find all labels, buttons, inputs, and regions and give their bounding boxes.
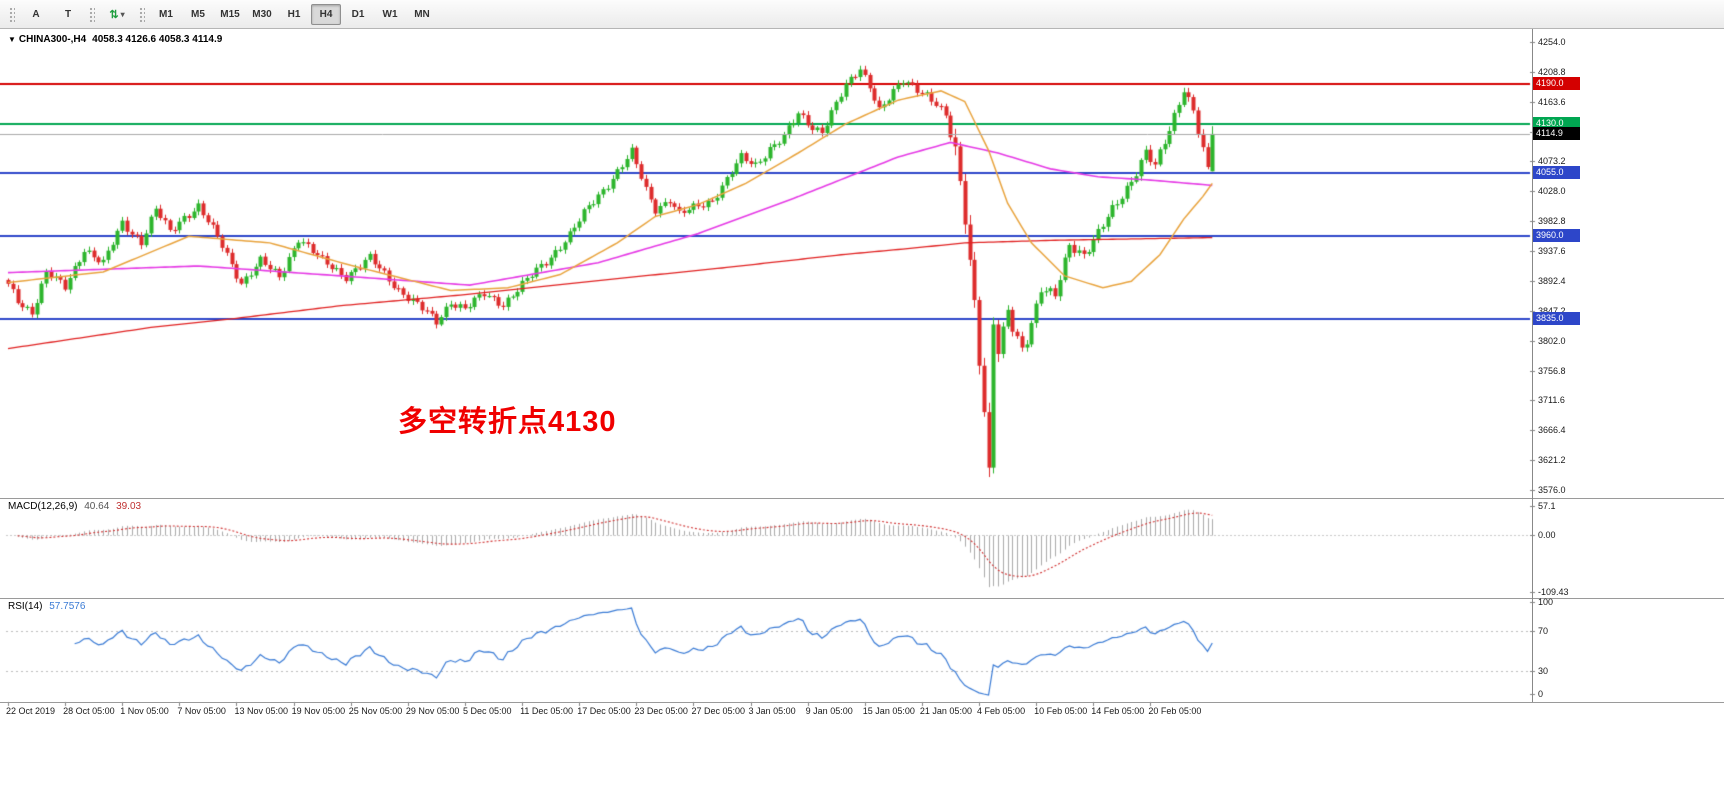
timeframe-button-h4[interactable]: H4	[311, 3, 341, 25]
price-tick-label: 3847.2	[1538, 305, 1566, 316]
time-axis-border	[0, 702, 1724, 703]
time-axis-label: 23 Dec 05:00	[634, 706, 688, 716]
price-tick-label: 3666.4	[1538, 425, 1566, 436]
timeframe-toolbar: M1 M5 M15 M30 H1 H4 D1 W1 MN	[150, 3, 438, 25]
price-tick-label: 3711.6	[1538, 395, 1565, 406]
rsi-axis-label: 30	[1538, 665, 1549, 676]
price-tick-label: 3892.4	[1538, 275, 1566, 286]
timeframe-button-h1[interactable]: H1	[287, 8, 301, 20]
price-tick-label: 3802.0	[1538, 335, 1566, 346]
time-axis-label: 27 Dec 05:00	[691, 706, 745, 716]
toolbar-grip[interactable]	[9, 6, 15, 22]
rsi-label: RSI(14)	[8, 601, 43, 612]
price-level-tag-3835.0[interactable]: 3835.0	[1533, 311, 1580, 325]
up-down-arrows-icon: ⇅	[109, 8, 119, 21]
chevron-down-icon: ▾	[120, 9, 125, 19]
time-axis-label: 25 Nov 05:00	[348, 706, 403, 716]
cycle-timeframe-button[interactable]: ⇅ ▾	[101, 4, 133, 25]
rsi-header: RSI(14) 57.7576	[8, 601, 89, 612]
price-tick-label: 4163.6	[1538, 96, 1566, 107]
price-level-tag-4055.0[interactable]: 4055.0	[1533, 166, 1580, 180]
symbol-info: ▼ CHINA300-,H4 4058.3 4126.6 4058.3 4114.9	[8, 34, 222, 45]
time-axis-label: 10 Feb 05:00	[1034, 706, 1088, 716]
timeframe-button-m5[interactable]: M5	[191, 8, 205, 20]
timeframe-button-m15[interactable]: M15	[220, 8, 240, 20]
symbol-ohlc-values: 4058.3 4126.6 4058.3 4114.9	[92, 34, 223, 45]
macd-label: MACD(12,26,9)	[8, 501, 78, 512]
toolbar-grip[interactable]	[139, 6, 145, 22]
time-axis-label: 28 Oct 05:00	[63, 706, 115, 716]
price-tick-label: 4208.8	[1538, 66, 1566, 77]
time-axis-label: 11 Dec 05:00	[520, 706, 573, 716]
timeframe-button-w1[interactable]: W1	[382, 8, 398, 20]
macd-axis-label: -109.43	[1538, 587, 1569, 597]
symbol-name: CHINA300-,H4	[18, 34, 87, 45]
time-axis-label: 9 Jan 05:00	[805, 706, 853, 716]
time-axis-label: 22 Oct 2019	[6, 706, 56, 716]
timeframe-button-d1[interactable]: D1	[351, 8, 365, 20]
rsi-axis-label: 0	[1538, 689, 1544, 699]
macd-axis-label: 57.1	[1538, 501, 1556, 511]
time-axis-label: 20 Feb 05:00	[1148, 706, 1202, 716]
time-axis-label: 13 Nov 05:00	[234, 706, 289, 716]
timeframe-button-mn[interactable]: MN	[414, 8, 430, 20]
macd-header: MACD(12,26,9) 40.64 39.03	[8, 501, 145, 512]
time-axis-label: 1 Nov 05:00	[120, 706, 169, 716]
price-tick-label: 3621.2	[1538, 455, 1566, 466]
time-axis-label: 14 Feb 05:00	[1091, 706, 1145, 716]
time-axis-label: 17 Dec 05:00	[577, 706, 631, 716]
panel-separator[interactable]	[0, 598, 1724, 599]
price-level-tag-4130.0[interactable]: 4130.0	[1533, 116, 1580, 130]
tool-button-t[interactable]: T	[64, 8, 72, 20]
price-tick-label: 4254.0	[1538, 37, 1566, 47]
price-level-tag-3960.0[interactable]: 3960.0	[1533, 229, 1580, 243]
price-tick-label: 3982.8	[1538, 216, 1566, 227]
rsi-axis-label: 70	[1538, 626, 1549, 637]
macd-main-value: 40.64	[84, 501, 110, 512]
macd-axis-label: 0.00	[1538, 530, 1556, 541]
timeframe-button-m30[interactable]: M30	[252, 8, 272, 20]
time-axis-label: 4 Feb 05:00	[977, 706, 1026, 716]
rsi-axis-label: 100	[1538, 597, 1554, 607]
price-level-tag-4190.0[interactable]: 4190.0	[1533, 77, 1580, 91]
collapse-triangle-icon[interactable]: ▼	[8, 35, 16, 44]
price-tick-label: 4028.0	[1538, 186, 1566, 197]
rsi-value: 57.7576	[49, 601, 86, 612]
time-axis-label: 7 Nov 05:00	[177, 706, 226, 716]
current-price-tag: 4114.9	[1533, 126, 1580, 140]
price-tick-label: 4073.2	[1538, 156, 1566, 167]
time-axis-label: 21 Jan 05:00	[919, 706, 972, 716]
time-axis-label: 19 Nov 05:00	[291, 706, 346, 716]
time-axis-label: 5 Dec 05:00	[462, 706, 512, 716]
time-axis-label: 15 Jan 05:00	[862, 706, 915, 716]
price-tick-label: 3756.8	[1538, 365, 1566, 376]
macd-signal-value: 39.03	[116, 501, 142, 512]
tool-button-a[interactable]: A	[32, 8, 40, 20]
chart-annotation-text[interactable]: 多空转折点4130	[398, 406, 617, 438]
timeframe-button-m1[interactable]: M1	[159, 8, 173, 20]
price-tick-label: 3937.6	[1538, 246, 1566, 257]
time-axis-label: 3 Jan 05:00	[748, 706, 796, 716]
toolbar-grip[interactable]	[89, 6, 95, 22]
price-tick-label: 3576.0	[1538, 485, 1566, 495]
price-axis-border	[1532, 28, 1533, 702]
panel-separator[interactable]	[0, 498, 1724, 499]
time-axis-label: 29 Nov 05:00	[405, 706, 460, 716]
